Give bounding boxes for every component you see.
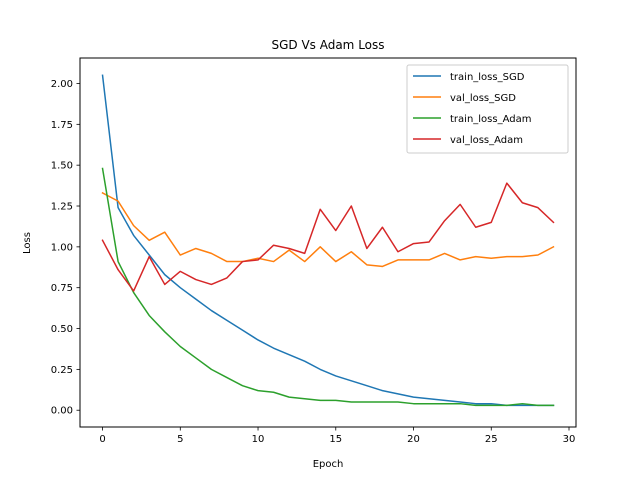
y-tick-label: 1.75	[51, 120, 73, 131]
series-line-val_loss_Adam	[101, 182, 555, 292]
y-tick-label: 0.25	[51, 365, 73, 376]
y-tick-label: 1.25	[51, 202, 73, 213]
legend-label: train_loss_SGD	[450, 72, 525, 83]
x-tick-label: 5	[177, 434, 183, 445]
legend: train_loss_SGD val_loss_SGD train_loss_Ada…	[406, 64, 569, 154]
y-tick-label: 0.75	[51, 283, 73, 294]
legend-label: train_loss_Adam	[450, 114, 531, 125]
y-tick-label: 2.00	[51, 79, 73, 90]
x-axis-label: Epoch	[313, 459, 344, 470]
x-tick-label: 10	[252, 434, 265, 445]
plot-lines	[101, 74, 555, 407]
y-tick-label: 1.00	[51, 242, 73, 253]
y-axis: 0.00 0.25 0.50 0.75 1.00 1.25 1.50 1.75 2.00	[51, 79, 80, 417]
series-line-train_loss_SGD	[101, 74, 555, 407]
chart-title: SGD Vs Adam Loss	[271, 38, 384, 52]
legend-label: val_loss_SGD	[450, 93, 516, 104]
x-tick-label: 0	[99, 434, 105, 445]
x-tick-label: 30	[563, 434, 576, 445]
x-tick-label: 20	[407, 434, 420, 445]
y-tick-label: 1.50	[51, 161, 73, 172]
x-tick-label: 15	[329, 434, 342, 445]
series-line-train_loss_Adam	[101, 167, 555, 407]
plot-frame	[79, 57, 577, 428]
series-line-val_loss_SGD	[101, 191, 555, 268]
legend-label: val_loss_Adam	[450, 135, 523, 146]
y-tick-label: 0.00	[51, 406, 73, 417]
legend-box	[406, 64, 569, 154]
x-tick-label: 25	[485, 434, 498, 445]
y-tick-label: 0.50	[51, 324, 73, 335]
y-axis-label: Loss	[22, 232, 33, 254]
x-axis: 0 5 10 15 20 25 30	[99, 427, 575, 445]
